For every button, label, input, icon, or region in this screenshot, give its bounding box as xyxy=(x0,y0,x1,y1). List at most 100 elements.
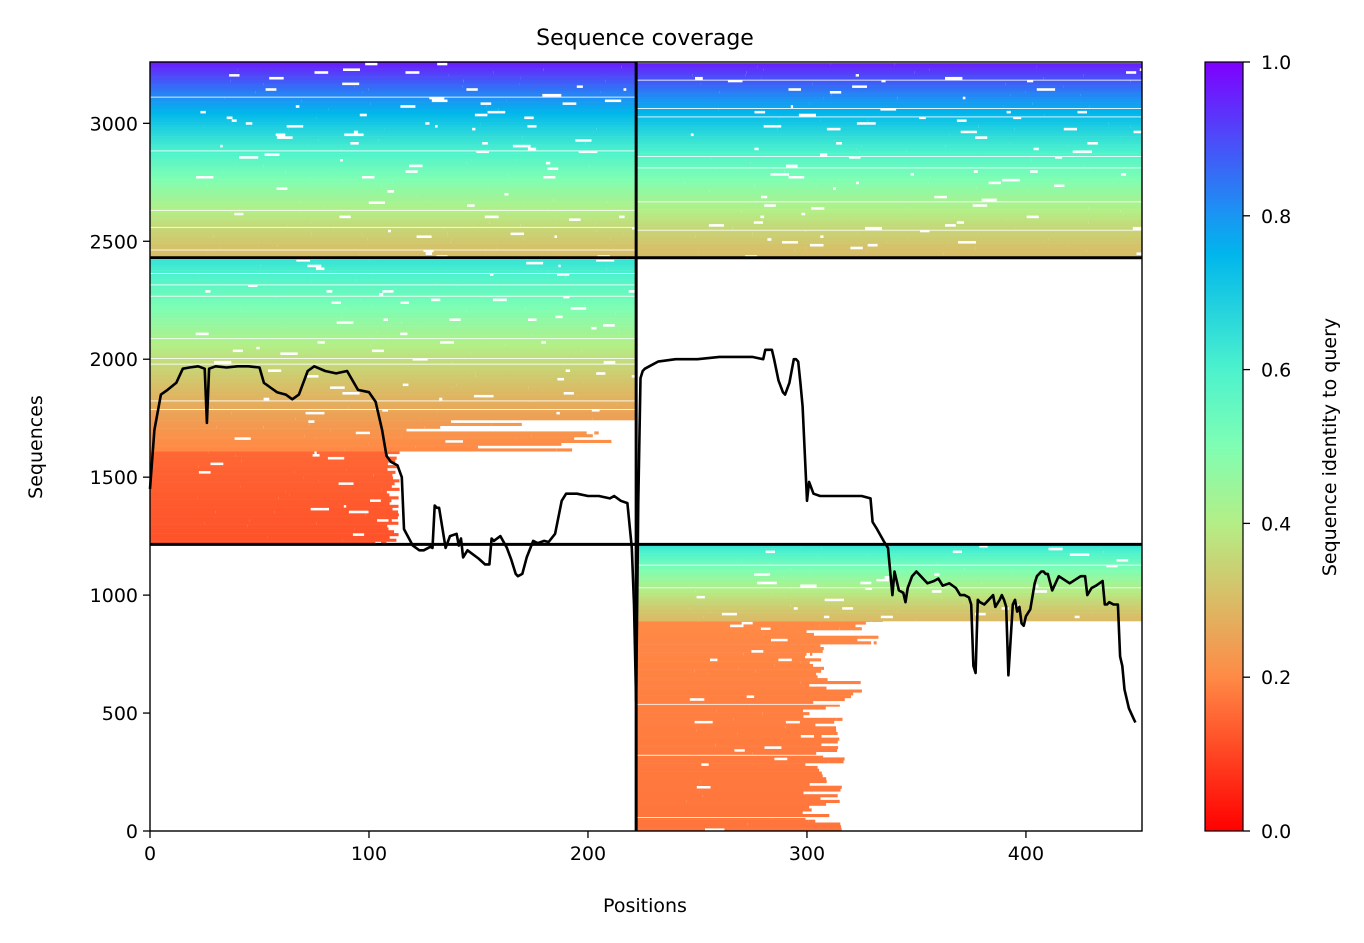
heatmap-cell xyxy=(196,304,372,308)
heatmap-cell xyxy=(949,133,1119,137)
heatmap-cell xyxy=(150,326,286,330)
heatmap-cell xyxy=(339,501,390,505)
colorbar-tick-label: 0.2 xyxy=(1261,667,1291,689)
heatmap-cell xyxy=(784,595,942,599)
heatmap-cell xyxy=(417,326,592,330)
heatmap-cell xyxy=(377,62,438,66)
heatmap-cell xyxy=(235,453,313,457)
heatmap-cell xyxy=(605,79,637,83)
heatmap-cell xyxy=(913,172,1121,176)
heatmap-cell xyxy=(1109,153,1142,157)
heatmap-cell xyxy=(324,204,467,208)
heatmap-cell xyxy=(636,808,812,812)
heatmap-cell xyxy=(259,372,476,376)
heatmap-cell xyxy=(294,172,375,176)
heatmap-cell xyxy=(462,85,577,89)
heatmap-cell xyxy=(240,309,467,313)
heatmap-cell xyxy=(444,96,586,100)
heatmap-cell xyxy=(1077,127,1142,131)
heatmap-cell xyxy=(704,698,810,702)
heatmap-cell xyxy=(150,408,383,412)
plot-frame xyxy=(149,61,1143,832)
heatmap-cell xyxy=(150,178,343,182)
heatmap-cell xyxy=(457,284,635,288)
heatmap-cell xyxy=(964,567,1142,571)
heatmap-cell xyxy=(341,301,401,305)
heatmap-gap xyxy=(636,229,1142,231)
heatmap-cell xyxy=(636,249,795,253)
heatmap-cell xyxy=(150,513,272,517)
heatmap-cell xyxy=(150,411,232,415)
heatmap-cell xyxy=(150,136,277,140)
heatmap-cell xyxy=(263,82,343,86)
heatmap-cell xyxy=(594,431,599,435)
heatmap-cell xyxy=(1106,575,1142,579)
heatmap-cell xyxy=(407,332,532,336)
heatmap-cell xyxy=(965,96,1123,100)
heatmap-cell xyxy=(381,184,489,188)
heatmap-cell xyxy=(328,71,406,75)
heatmap-cell xyxy=(636,737,782,741)
heatmap-cell xyxy=(450,240,596,244)
heatmap-cell xyxy=(1113,181,1142,185)
heatmap-cell xyxy=(917,601,965,605)
heatmap-cell xyxy=(1087,110,1142,114)
heatmap-cell xyxy=(636,632,764,636)
heatmap-cell xyxy=(555,175,637,179)
heatmap-cell xyxy=(341,147,528,151)
heatmap-cell xyxy=(636,79,728,83)
heatmap-cell xyxy=(283,76,521,80)
heatmap-cell xyxy=(150,82,264,86)
heatmap-gap xyxy=(150,96,637,98)
heatmap-cell xyxy=(636,550,766,554)
heatmap-cell xyxy=(150,439,386,443)
heatmap-cell xyxy=(1089,553,1142,557)
heatmap-cell xyxy=(488,150,579,154)
chart-title: Sequence coverage xyxy=(536,26,754,51)
heatmap-cell xyxy=(150,275,199,279)
heatmap-cell xyxy=(610,238,637,242)
heatmap-cell xyxy=(150,338,197,342)
heatmap-cell xyxy=(636,229,806,233)
heatmap-cell xyxy=(715,743,822,747)
heatmap-cell xyxy=(573,357,637,361)
heatmap-cell xyxy=(1086,249,1142,253)
heatmap-cell xyxy=(316,116,525,120)
heatmap-cell xyxy=(319,516,398,520)
heatmap-cell xyxy=(1032,102,1142,106)
heatmap-cell xyxy=(309,422,492,426)
heatmap-cell xyxy=(939,572,1142,576)
heatmap-cell xyxy=(299,104,401,108)
heatmap-cell xyxy=(624,287,637,291)
heatmap-cell xyxy=(236,119,431,123)
heatmap-cell xyxy=(597,150,637,154)
heatmap-cell xyxy=(150,292,380,296)
heatmap-cell xyxy=(1073,138,1142,142)
heatmap-cell xyxy=(205,110,296,114)
heatmap-cell xyxy=(821,547,984,551)
heatmap-cell xyxy=(908,192,974,196)
heatmap-cell xyxy=(636,201,752,205)
heatmap-cell xyxy=(1021,116,1142,120)
heatmap-cell xyxy=(381,487,400,491)
colorbar-tick-label: 0.6 xyxy=(1261,360,1291,382)
heatmap-cell xyxy=(328,107,499,111)
heatmap-cell xyxy=(823,235,974,239)
heatmap-cell xyxy=(708,763,754,767)
heatmap-cell xyxy=(263,425,425,429)
heatmap-gap xyxy=(150,295,637,297)
heatmap-cell xyxy=(973,235,1142,239)
heatmap-cell xyxy=(636,638,771,642)
heatmap-cell xyxy=(258,240,451,244)
heatmap-cell xyxy=(1088,221,1142,225)
heatmap-cell xyxy=(976,187,1142,191)
heatmap-cell xyxy=(344,386,453,390)
heatmap-cell xyxy=(150,249,208,253)
heatmap-cell xyxy=(213,175,362,179)
heatmap-cell xyxy=(150,144,221,148)
heatmap-cell xyxy=(475,372,597,376)
heatmap-cell xyxy=(754,695,851,699)
heatmap-cell xyxy=(288,127,385,131)
heatmap-cell xyxy=(757,130,863,134)
heatmap-cell xyxy=(330,428,407,432)
